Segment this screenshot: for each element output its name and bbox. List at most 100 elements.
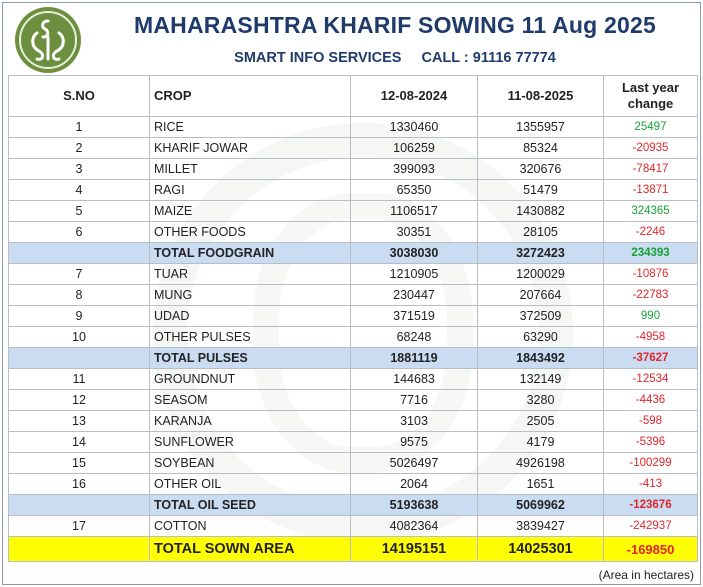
row-curr-area: 14025301 <box>477 536 604 562</box>
row-prev-area: 106259 <box>350 137 478 159</box>
row-crop: MUNG <box>149 284 351 306</box>
row-crop: TOTAL FOODGRAIN <box>149 242 351 264</box>
row-change: 234393 <box>603 242 698 264</box>
row-change: -413 <box>603 473 698 495</box>
company-logo-icon <box>15 7 81 73</box>
table-row: 7 TUAR 1210905 1200029 -10876 <box>8 263 698 285</box>
row-prev-area: 1106517 <box>350 200 478 222</box>
row-change: -2246 <box>603 221 698 243</box>
row-curr-area: 28105 <box>477 221 604 243</box>
row-curr-area: 3272423 <box>477 242 604 264</box>
row-sno: 16 <box>8 473 150 495</box>
row-prev-area: 9575 <box>350 431 478 453</box>
row-change: -22783 <box>603 284 698 306</box>
row-curr-area: 4926198 <box>477 452 604 474</box>
row-change: -100299 <box>603 452 698 474</box>
company-name: SMART INFO SERVICES <box>234 50 402 66</box>
subtotal-row: TOTAL FOODGRAIN 3038030 3272423 234393 <box>8 242 698 264</box>
row-sno <box>8 494 150 516</box>
row-sno <box>8 347 150 369</box>
row-sno: 1 <box>8 116 150 138</box>
row-crop: TOTAL OIL SEED <box>149 494 351 516</box>
row-curr-area: 1355957 <box>477 116 604 138</box>
area-unit-note: (Area in hectares) <box>598 568 694 582</box>
table-row: 1 RICE 1330460 1355957 25497 <box>8 116 698 138</box>
row-change: 25497 <box>603 116 698 138</box>
row-change: -78417 <box>603 158 698 180</box>
row-sno: 5 <box>8 200 150 222</box>
row-change: 324365 <box>603 200 698 222</box>
row-curr-area: 3280 <box>477 389 604 411</box>
row-curr-area: 320676 <box>477 158 604 180</box>
row-curr-area: 1430882 <box>477 200 604 222</box>
row-curr-area: 63290 <box>477 326 604 348</box>
row-change: 990 <box>603 305 698 327</box>
row-change: -242937 <box>603 515 698 537</box>
row-crop: TUAR <box>149 263 351 285</box>
grand-total-row: TOTAL SOWN AREA 14195151 14025301 -169850 <box>8 536 698 562</box>
row-prev-area: 144683 <box>350 368 478 390</box>
row-curr-area: 2505 <box>477 410 604 432</box>
row-crop: SUNFLOWER <box>149 431 351 453</box>
row-crop: OTHER FOODS <box>149 221 351 243</box>
column-header-curr-date: 11-08-2025 <box>477 75 604 117</box>
row-change: -123676 <box>603 494 698 516</box>
subtotal-row: TOTAL OIL SEED 5193638 5069962 -123676 <box>8 494 698 516</box>
table-row: 6 OTHER FOODS 30351 28105 -2246 <box>8 221 698 243</box>
row-sno: 7 <box>8 263 150 285</box>
row-crop: MILLET <box>149 158 351 180</box>
table-row: 2 KHARIF JOWAR 106259 85324 -20935 <box>8 137 698 159</box>
row-sno: 13 <box>8 410 150 432</box>
table-row: 3 MILLET 399093 320676 -78417 <box>8 158 698 180</box>
subtotal-row: TOTAL PULSES 1881119 1843492 -37627 <box>8 347 698 369</box>
change-header-line1: Last year <box>621 80 680 95</box>
row-change: -4958 <box>603 326 698 348</box>
row-prev-area: 2064 <box>350 473 478 495</box>
row-crop: OTHER OIL <box>149 473 351 495</box>
row-crop: KARANJA <box>149 410 351 432</box>
row-sno: 14 <box>8 431 150 453</box>
row-sno: 15 <box>8 452 150 474</box>
table-row: 16 OTHER OIL 2064 1651 -413 <box>8 473 698 495</box>
row-crop: COTTON <box>149 515 351 537</box>
row-prev-area: 1881119 <box>350 347 478 369</box>
row-sno: 3 <box>8 158 150 180</box>
row-curr-area: 51479 <box>477 179 604 201</box>
row-curr-area: 207664 <box>477 284 604 306</box>
row-curr-area: 4179 <box>477 431 604 453</box>
row-curr-area: 1651 <box>477 473 604 495</box>
row-curr-area: 372509 <box>477 305 604 327</box>
logo-mark-icon <box>31 19 65 61</box>
row-change: -20935 <box>603 137 698 159</box>
column-header-sno: S.NO <box>8 75 150 117</box>
table-row: 13 KARANJA 3103 2505 -598 <box>8 410 698 432</box>
table-row: 4 RAGI 65350 51479 -13871 <box>8 179 698 201</box>
report-header: MAHARASHTRA KHARIF SOWING 11 Aug 2025 SM… <box>3 3 700 75</box>
row-sno: 8 <box>8 284 150 306</box>
table-row: 5 MAIZE 1106517 1430882 324365 <box>8 200 698 222</box>
table-row: 11 GROUNDNUT 144683 132149 -12534 <box>8 368 698 390</box>
row-crop: OTHER PULSES <box>149 326 351 348</box>
row-change: -598 <box>603 410 698 432</box>
row-prev-area: 68248 <box>350 326 478 348</box>
row-sno <box>8 242 150 264</box>
table-row: 9 UDAD 371519 372509 990 <box>8 305 698 327</box>
row-prev-area: 3038030 <box>350 242 478 264</box>
row-crop: MAIZE <box>149 200 351 222</box>
column-header-crop: CROP <box>149 75 351 117</box>
row-curr-area: 1200029 <box>477 263 604 285</box>
row-prev-area: 65350 <box>350 179 478 201</box>
row-sno: 12 <box>8 389 150 411</box>
row-change: -5396 <box>603 431 698 453</box>
table-row: 14 SUNFLOWER 9575 4179 -5396 <box>8 431 698 453</box>
report-title: MAHARASHTRA KHARIF SOWING 11 Aug 2025 <box>134 12 656 38</box>
table-row: 10 OTHER PULSES 68248 63290 -4958 <box>8 326 698 348</box>
row-curr-area: 85324 <box>477 137 604 159</box>
row-sno: 10 <box>8 326 150 348</box>
contact-number: CALL : 91116 77774 <box>421 50 556 66</box>
row-prev-area: 5026497 <box>350 452 478 474</box>
row-sno: 17 <box>8 515 150 537</box>
row-sno: 9 <box>8 305 150 327</box>
table-row: 17 COTTON 4082364 3839427 -242937 <box>8 515 698 537</box>
